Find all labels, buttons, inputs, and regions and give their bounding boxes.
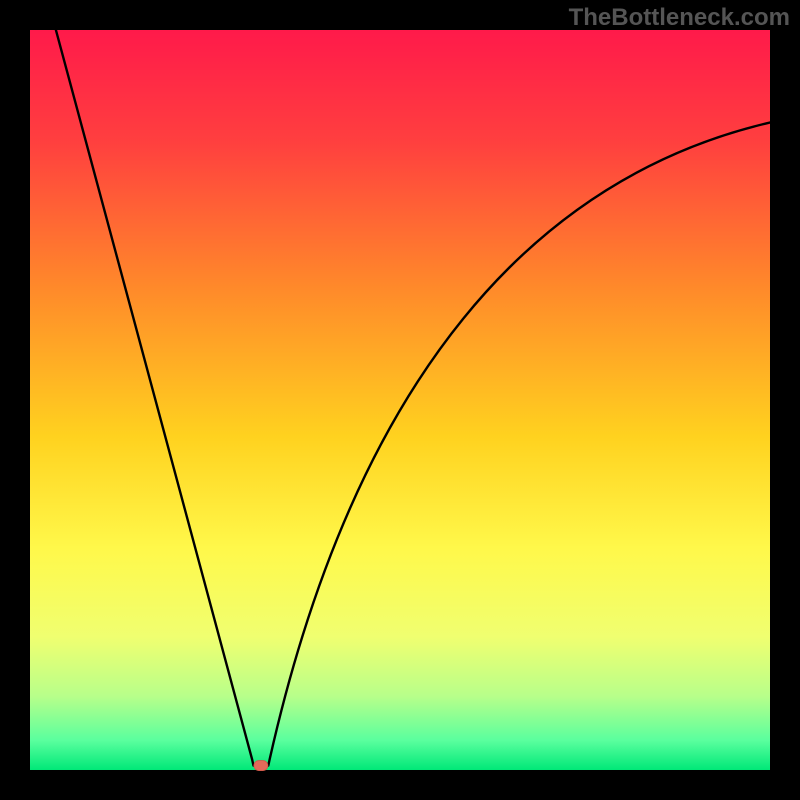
watermark-text: TheBottleneck.com <box>569 4 790 32</box>
optimal-point-marker <box>254 761 268 771</box>
chart-gradient-background <box>30 30 770 770</box>
